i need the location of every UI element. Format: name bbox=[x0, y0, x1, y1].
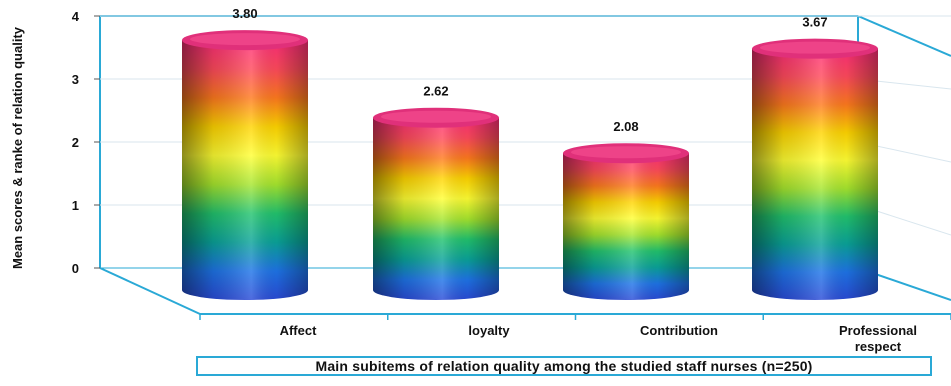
y-tick-label: 1 bbox=[72, 198, 79, 213]
y-tick-label: 0 bbox=[72, 261, 79, 276]
bar bbox=[563, 143, 689, 300]
y-axis: 0 1 2 3 4 bbox=[72, 9, 951, 320]
bar-top-highlight bbox=[190, 33, 300, 46]
x-tick-label: Affect bbox=[280, 323, 318, 338]
bar-top bbox=[373, 107, 499, 128]
bar-shading bbox=[182, 40, 308, 300]
x-tick-label: Contribution bbox=[640, 323, 718, 338]
bar-shading bbox=[752, 48, 878, 301]
bars bbox=[182, 30, 878, 301]
bar bbox=[373, 107, 499, 300]
bar-shading bbox=[563, 153, 689, 300]
side-wall-top-edge bbox=[857, 15, 951, 57]
x-axis-title: Main subitems of relation quality among … bbox=[315, 358, 813, 374]
y-tick-label: 4 bbox=[72, 9, 80, 24]
bar-top-highlight bbox=[571, 146, 681, 159]
bar bbox=[182, 30, 308, 300]
bar-top bbox=[752, 38, 878, 59]
bar-top-highlight bbox=[760, 41, 870, 54]
x-tick-label: loyalty bbox=[468, 323, 510, 338]
y-axis-title: Mean scores & ranke of relation quality bbox=[10, 26, 25, 269]
y-tick-label: 2 bbox=[72, 135, 79, 150]
bar-value-label: 3.80 bbox=[232, 6, 257, 21]
bar-shading bbox=[373, 117, 499, 300]
bar-value-label: 2.62 bbox=[423, 84, 448, 99]
bar-value-label: 3.67 bbox=[802, 15, 827, 30]
x-axis-title-box: Main subitems of relation quality among … bbox=[196, 356, 932, 376]
y-tick-label: 3 bbox=[72, 72, 79, 87]
bar-top bbox=[182, 30, 308, 51]
bar bbox=[752, 38, 878, 301]
bar-top-highlight bbox=[381, 110, 491, 123]
bar-value-label: 2.08 bbox=[613, 119, 638, 134]
x-tick-label: Professional respect bbox=[839, 323, 917, 354]
floor-left-edge bbox=[99, 267, 201, 315]
bar-top bbox=[563, 143, 689, 164]
labels: 3.80 Affect 2.62 loyalty 2.08 Contribution 3.6… bbox=[232, 6, 917, 354]
